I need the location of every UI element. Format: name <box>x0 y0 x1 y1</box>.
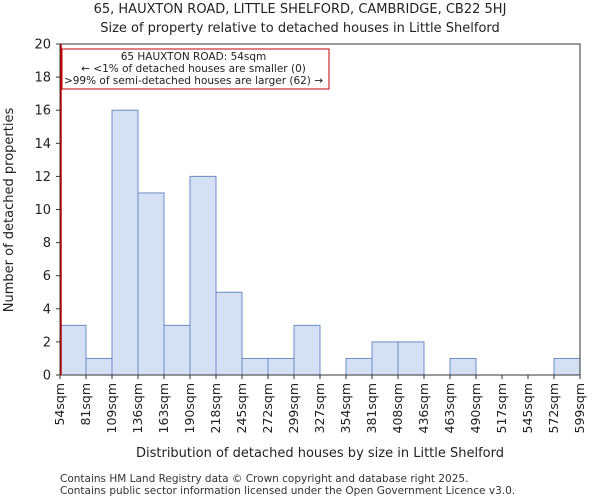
y-tick-label-0: 0 <box>43 369 51 384</box>
x-tick-label-436sqm: 436sqm <box>416 383 431 433</box>
bar-408sqm <box>397 341 425 376</box>
x-tick-label-54sqm: 54sqm <box>52 383 67 426</box>
y-tick-label-2: 2 <box>43 335 51 350</box>
x-tick-label-408sqm: 408sqm <box>390 383 405 433</box>
x-tick-label-599sqm: 599sqm <box>572 383 587 433</box>
x-axis-label: Distribution of detached houses by size … <box>136 446 504 461</box>
x-tick-label-245sqm: 245sqm <box>234 383 249 433</box>
x-tick-label-545sqm: 545sqm <box>520 383 535 433</box>
y-axis-label: Number of detached properties <box>2 108 17 313</box>
bar-299sqm <box>293 324 321 376</box>
x-tick-label-572sqm: 572sqm <box>546 383 561 433</box>
x-tick-label-272sqm: 272sqm <box>260 383 275 433</box>
bar-136sqm <box>137 192 165 376</box>
x-tick-label-354sqm: 354sqm <box>338 383 353 433</box>
x-tick-label-517sqm: 517sqm <box>494 383 509 433</box>
annotation-line-1: 65 HAUXTON ROAD: 54sqm <box>121 51 267 63</box>
bar-81sqm <box>85 357 113 376</box>
x-tick-label-190sqm: 190sqm <box>182 383 197 433</box>
bar-163sqm <box>163 324 191 376</box>
bar-381sqm <box>371 341 399 376</box>
bar-218sqm <box>215 291 243 376</box>
x-tick-label-136sqm: 136sqm <box>130 383 145 433</box>
x-tick-label-81sqm: 81sqm <box>78 383 93 426</box>
y-tick-label-14: 14 <box>34 137 51 152</box>
y-tick-label-12: 12 <box>34 170 51 185</box>
x-tick-label-218sqm: 218sqm <box>208 383 223 433</box>
y-tick-label-8: 8 <box>43 236 51 251</box>
footer-copyright: Contains HM Land Registry data © Crown c… <box>60 473 469 485</box>
bar-463sqm <box>449 357 477 376</box>
chart-title: 65, HAUXTON ROAD, LITTLE SHELFORD, CAMBR… <box>93 2 507 17</box>
annotation-line-3: >99% of semi-detached houses are larger … <box>64 75 323 87</box>
x-tick-label-109sqm: 109sqm <box>104 383 119 433</box>
x-tick-label-490sqm: 490sqm <box>468 383 483 433</box>
bar-190sqm <box>189 175 217 376</box>
x-tick-label-163sqm: 163sqm <box>156 383 171 433</box>
y-tick-label-16: 16 <box>34 104 51 119</box>
bar-54sqm <box>59 324 87 376</box>
x-tick-label-299sqm: 299sqm <box>286 383 301 433</box>
annotation-line-2: ← <1% of detached houses are smaller (0) <box>81 63 306 75</box>
x-tick-label-327sqm: 327sqm <box>312 383 327 433</box>
y-tick-label-10: 10 <box>34 203 51 218</box>
chart-subtitle: Size of property relative to detached ho… <box>100 21 500 36</box>
bar-272sqm <box>267 357 295 376</box>
bar-245sqm <box>241 357 269 376</box>
x-tick-label-381sqm: 381sqm <box>364 383 379 433</box>
y-tick-label-4: 4 <box>43 302 51 317</box>
bar-109sqm <box>111 109 139 376</box>
bar-354sqm <box>345 357 373 376</box>
y-tick-label-6: 6 <box>43 269 51 284</box>
bar-572sqm <box>553 357 581 376</box>
annotation-box <box>61 48 330 90</box>
y-tick-label-18: 18 <box>34 71 51 86</box>
footer-licence: Contains public sector information licen… <box>60 485 516 497</box>
x-tick-label-463sqm: 463sqm <box>442 383 457 433</box>
y-tick-label-20: 20 <box>34 38 51 53</box>
